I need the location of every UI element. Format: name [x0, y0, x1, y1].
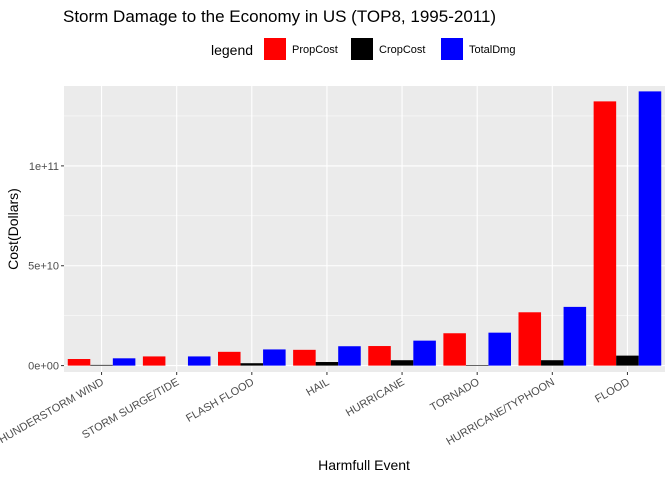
bar-propcost-flash-flood [218, 351, 241, 366]
bar-totaldmg-tornado [488, 332, 511, 366]
x-tick-label-flood: FLOOD [593, 376, 632, 405]
legend-label-propcost: PropCost [292, 44, 338, 56]
bar-totaldmg-thunderstorm-wind [112, 358, 136, 366]
bar-cropcost-hurricane-typhoon [541, 360, 564, 366]
bar-propcost-hurricane [368, 346, 391, 366]
legend-key-propcost [264, 38, 286, 60]
y-tick-label: 5e+10 [28, 261, 59, 273]
y-axis-title: Cost(Dollars) [5, 188, 21, 270]
x-tick-label-hail: HAIL [304, 376, 331, 399]
bar-cropcost-tornado [465, 365, 489, 366]
legend-label-totaldmg: TotalDmg [469, 44, 515, 56]
bar-propcost-storm-surge-tide [142, 356, 166, 366]
y-tick-label: 0e+00 [28, 361, 59, 373]
bar-propcost-flood [593, 101, 617, 366]
bar-cropcost-hurricane [390, 360, 414, 366]
bar-totaldmg-flood [638, 91, 662, 366]
bar-cropcost-flash-flood [240, 363, 264, 366]
bar-propcost-hurricane-typhoon [518, 312, 542, 366]
legend-title: legend [211, 42, 253, 58]
x-tick-label-flash-flood: FLASH FLOOD [184, 376, 256, 425]
bar-totaldmg-hail [338, 346, 361, 366]
bar-totaldmg-hurricane-typhoon [563, 306, 587, 366]
bar-propcost-tornado [443, 333, 466, 366]
y-axis: 0e+00 5e+10 1e+11 [28, 161, 64, 373]
chart-title: Storm Damage to the Economy in US (TOP8,… [63, 7, 496, 26]
x-axis-title: Harmfull Event [318, 457, 410, 473]
bar-cropcost-hail [315, 362, 339, 366]
bar-cropcost-thunderstorm-wind [90, 364, 113, 366]
bar-propcost-hail [293, 349, 316, 366]
legend-key-totaldmg [441, 38, 463, 60]
bar-totaldmg-flash-flood [263, 349, 286, 366]
legend-key-cropcost [351, 38, 373, 60]
bar-propcost-thunderstorm-wind [67, 359, 91, 366]
bar-totaldmg-hurricane [413, 340, 436, 366]
bar-cropcost-flood [616, 355, 639, 366]
bar-totaldmg-storm-surge-tide [187, 356, 211, 366]
x-tick-label-tornado: TORNADO [428, 376, 482, 414]
legend-label-cropcost: CropCost [379, 44, 425, 56]
legend: legend PropCost CropCost TotalDmg [211, 38, 515, 60]
y-tick-label: 1e+11 [29, 161, 59, 173]
x-tick-label-hurricane: HURRICANE [344, 376, 407, 419]
bars [67, 91, 662, 366]
gridlines [64, 86, 665, 372]
